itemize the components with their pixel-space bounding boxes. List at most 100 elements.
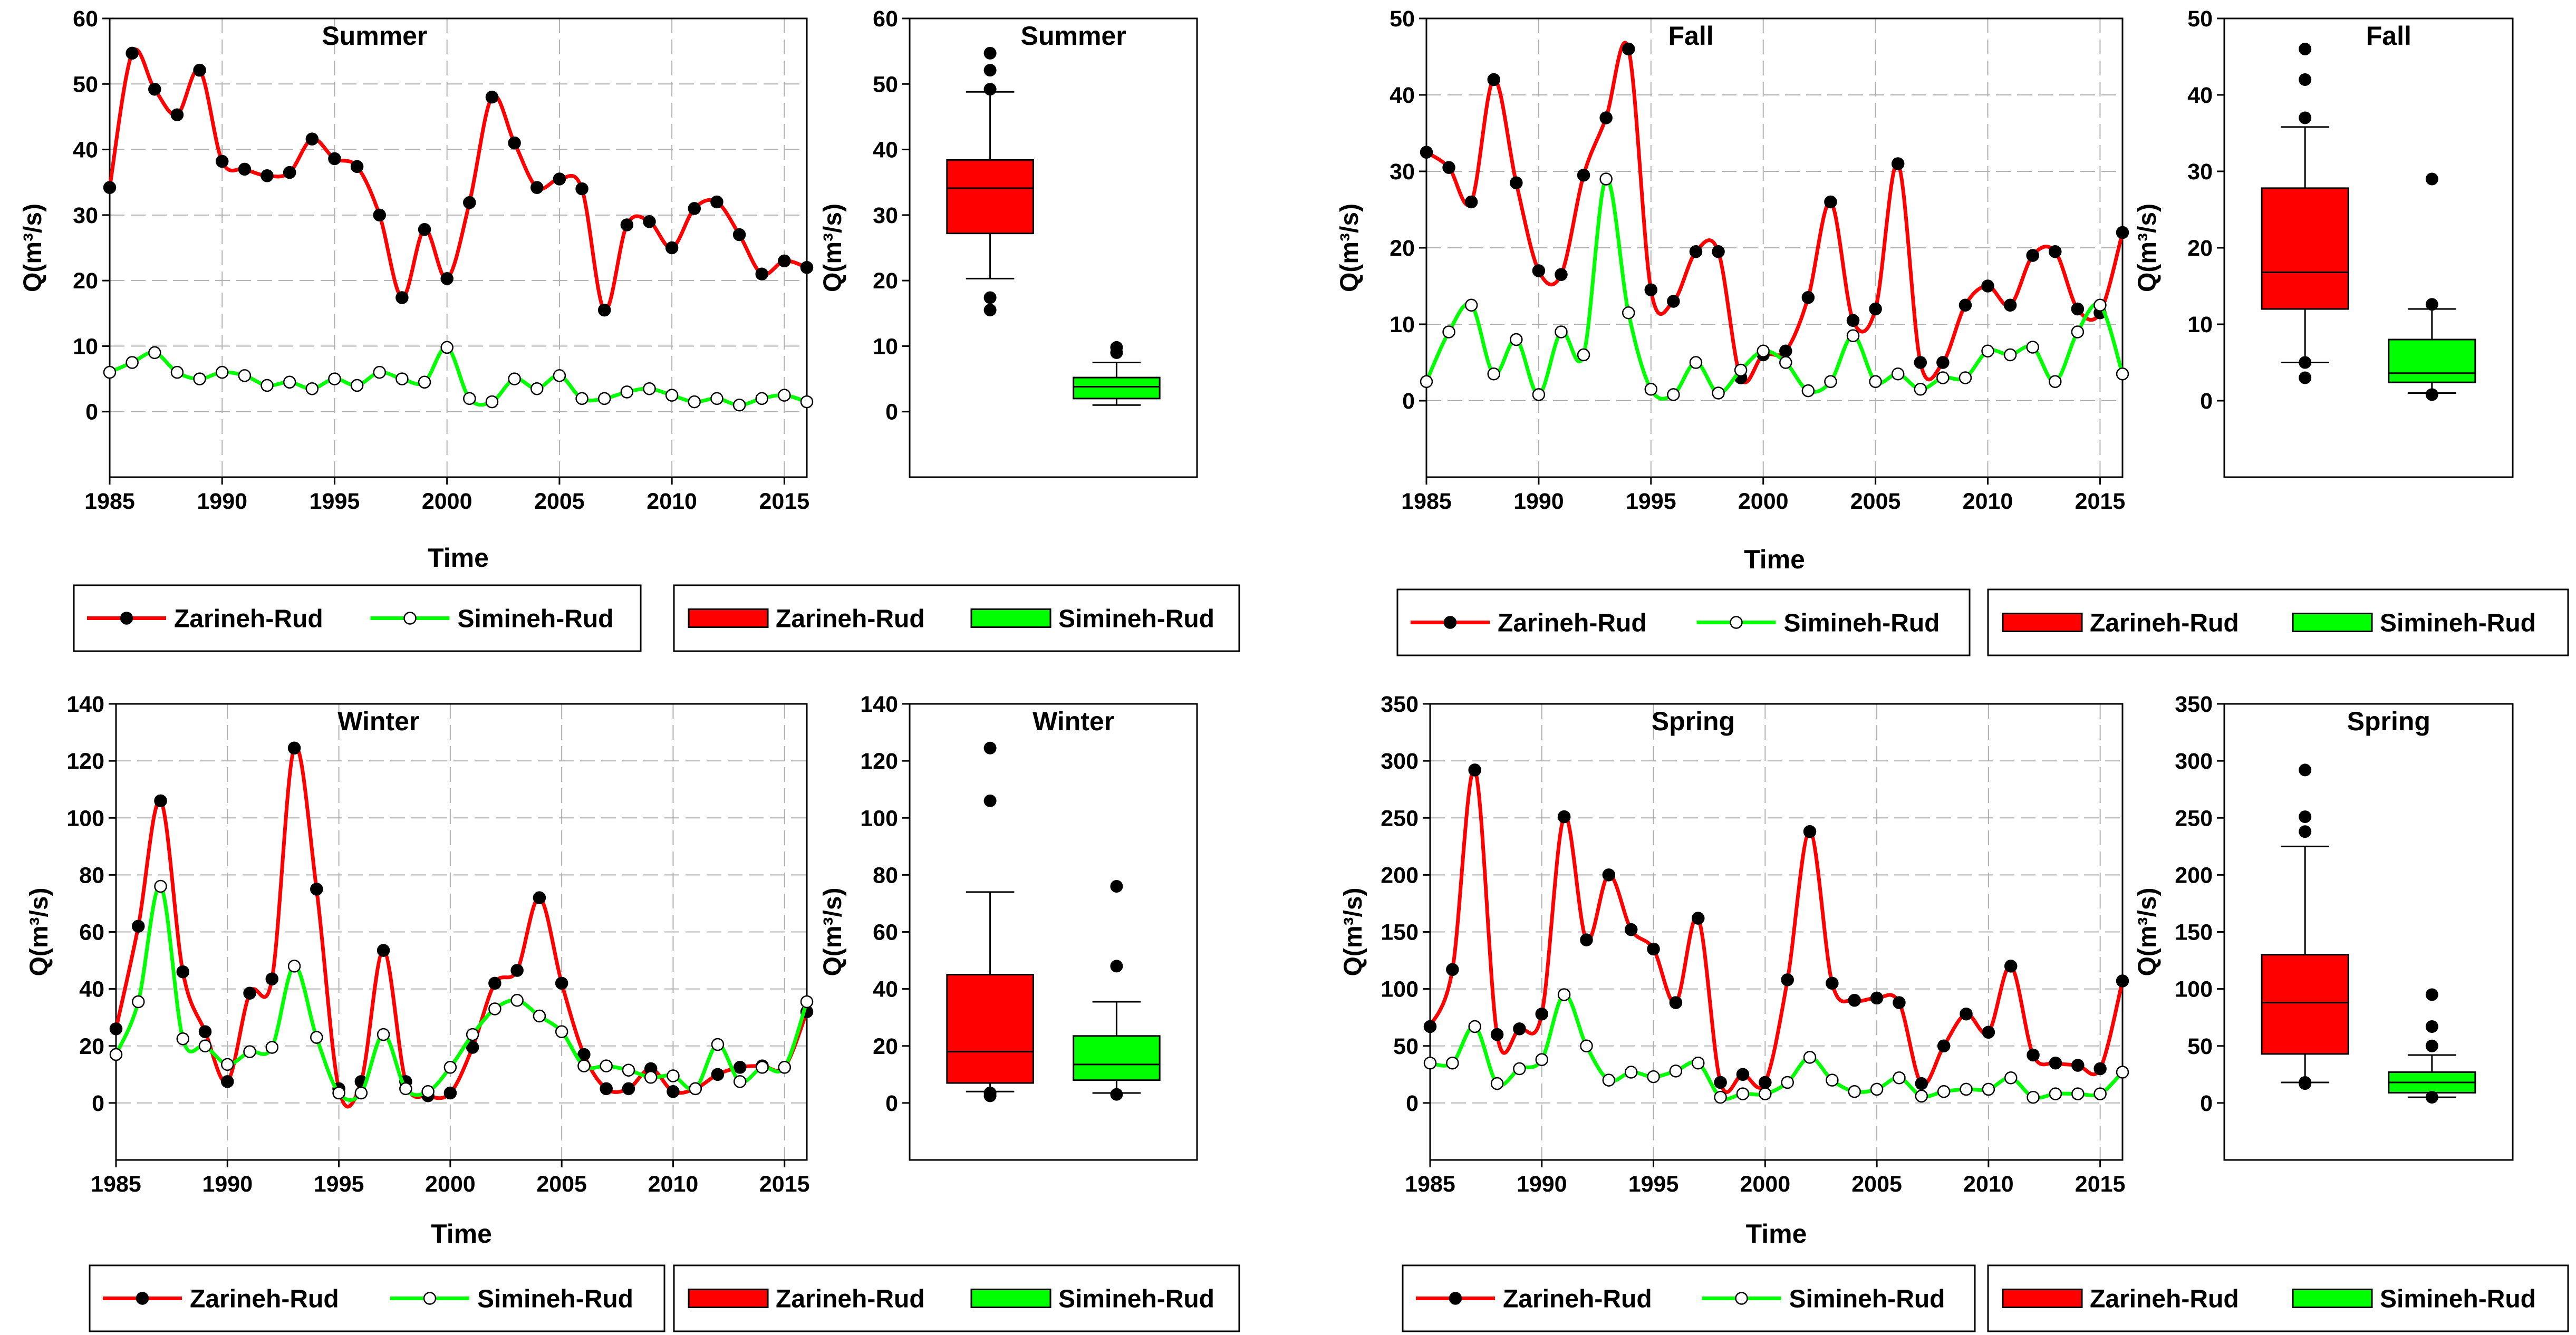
data-point	[466, 1028, 479, 1041]
y-tick-label: 350	[1381, 692, 1419, 717]
data-point	[1848, 1085, 1861, 1098]
y-tick-label: 150	[1381, 920, 1419, 945]
data-point	[1468, 1020, 1481, 1033]
chart-title: Spring	[1652, 707, 1735, 736]
legend-label: Zarineh-Rud	[174, 605, 323, 633]
data-point	[1870, 1082, 1884, 1096]
box-body	[946, 974, 1034, 1084]
box-legend: Zarineh-Rud Simineh-Rud	[673, 584, 1240, 652]
legend-box-swatch	[2292, 613, 2373, 632]
x-tick-label: 1990	[197, 489, 247, 514]
y-tick-label: 20	[1390, 236, 1415, 261]
data-point	[1712, 386, 1725, 400]
data-point	[283, 166, 296, 179]
data-point	[1936, 371, 1950, 384]
x-tick-label: 1985	[91, 1172, 141, 1197]
legend-label: Zarineh-Rud	[776, 1285, 925, 1313]
data-point	[126, 46, 139, 60]
data-point	[1557, 810, 1571, 824]
data-point	[1801, 384, 1815, 398]
data-point	[2093, 1087, 2107, 1100]
legend-label: Zarineh-Rud	[1503, 1285, 1652, 1313]
data-point	[597, 392, 611, 405]
box-body	[1073, 376, 1161, 400]
data-point	[1535, 1053, 1549, 1066]
data-point	[1624, 1066, 1638, 1079]
data-point	[577, 1059, 591, 1072]
y-tick-label: 0	[2200, 389, 2213, 414]
data-point	[1891, 157, 1905, 170]
outlier-point	[2425, 298, 2438, 311]
y-tick-label: 60	[873, 920, 898, 945]
data-point	[510, 964, 524, 977]
data-point	[622, 1063, 635, 1077]
y-tick-label: 10	[1390, 312, 1415, 337]
line-legend: Zarineh-Rud Simineh-Rud	[1402, 1264, 1976, 1332]
data-point	[1580, 933, 1593, 946]
data-point	[643, 382, 656, 395]
y-tick-label: 80	[79, 863, 104, 888]
box-chart-summer: 0 10 20 30 40 50 60 Q(m³/s) Summer	[819, 6, 1198, 478]
data-point	[283, 375, 296, 389]
y-tick-label: 0	[85, 400, 98, 425]
data-point	[1689, 245, 1703, 258]
data-point	[1513, 1022, 1526, 1036]
data-point	[508, 372, 521, 385]
data-point	[488, 1002, 501, 1015]
data-point	[575, 182, 588, 196]
y-axis-label: Q(m³/s)	[1336, 204, 1364, 292]
x-tick-label: 1985	[1405, 1172, 1455, 1197]
box-legend: Zarineh-Rud Simineh-Rud	[673, 1264, 1240, 1332]
data-point	[485, 395, 499, 409]
box-zarineh-rud	[946, 46, 1034, 317]
x-tick-label: 2010	[647, 489, 697, 514]
data-point	[778, 1061, 791, 1074]
box-simineh-rud	[2388, 172, 2476, 401]
y-tick-label: 20	[873, 268, 898, 294]
chart-title: Spring	[2347, 707, 2430, 736]
data-point	[1532, 264, 1546, 277]
data-point	[1937, 1039, 1951, 1052]
data-point	[310, 1031, 323, 1044]
y-tick-label: 40	[79, 977, 104, 1002]
data-point	[1532, 388, 1546, 401]
box-zarineh-rud	[946, 741, 1034, 1102]
outlier-point	[2299, 111, 2312, 124]
y-tick-label: 20	[2187, 236, 2213, 261]
outlier-point	[2299, 810, 2312, 824]
outlier-point	[983, 291, 997, 304]
data-point	[1914, 383, 1927, 396]
data-point	[1487, 367, 1500, 381]
plot-frame	[909, 17, 1198, 478]
y-tick-label: 50	[2187, 6, 2213, 32]
data-point	[1757, 344, 1770, 357]
data-point	[508, 136, 521, 150]
x-tick-label: 2000	[422, 489, 472, 514]
line-legend: Zarineh-Rud Simineh-Rud	[89, 1264, 665, 1332]
y-tick-label: 10	[73, 334, 98, 359]
data-point	[243, 986, 256, 1000]
data-point	[1824, 195, 1837, 209]
data-point	[148, 346, 161, 360]
legend-marker	[120, 612, 133, 625]
outlier-point	[983, 304, 997, 317]
data-point	[170, 108, 184, 121]
data-point	[261, 169, 274, 182]
y-tick-label: 120	[66, 749, 104, 774]
data-point	[1779, 356, 1792, 369]
line-chart-summer: 1985 1990 1995 2000 2005 2010 2015 0 10 20 30 40 50 6…	[19, 6, 814, 573]
data-point	[238, 369, 252, 382]
y-tick-label: 100	[1381, 977, 1419, 1002]
legend-box-swatch	[2002, 613, 2083, 632]
legend-label: Zarineh-Rud	[2090, 1285, 2239, 1313]
y-tick-label: 50	[1390, 6, 1415, 32]
data-point	[1712, 245, 1725, 258]
legend-frame	[73, 584, 642, 652]
legend-marker	[403, 612, 417, 625]
data-point	[1736, 1068, 1750, 1081]
x-axis-label: Time	[431, 1219, 492, 1249]
outlier-point	[2299, 73, 2312, 86]
legend-label: Simineh-Rud	[2380, 610, 2536, 637]
y-tick-label: 60	[73, 6, 98, 32]
data-point	[600, 1059, 613, 1072]
